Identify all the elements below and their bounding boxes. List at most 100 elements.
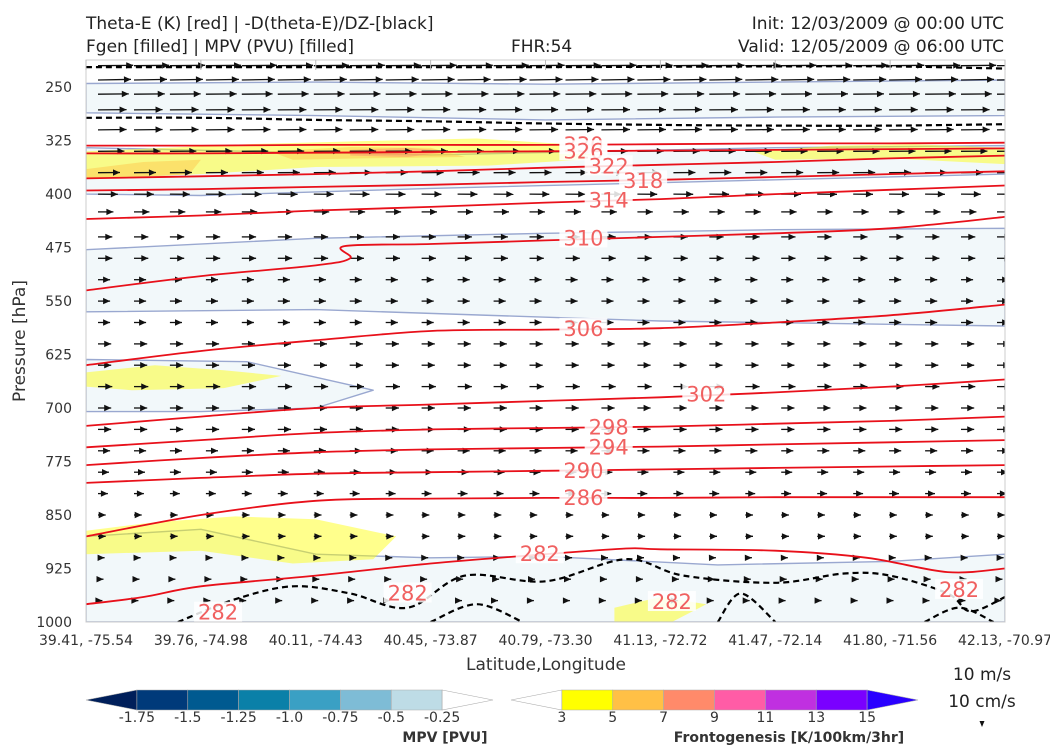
wind-vector-head <box>168 576 176 583</box>
wind-vector-head <box>694 106 702 113</box>
wind-vector-head <box>1025 62 1032 68</box>
wind-vector-head <box>853 533 861 540</box>
theta-e-label-bg <box>559 459 608 480</box>
wind-vector-head <box>859 426 867 433</box>
y-axis-label: Pressure [hPa] <box>10 280 30 402</box>
wind-vector-head <box>132 576 140 583</box>
wind-vector-head <box>424 490 432 497</box>
wind-vector-head <box>348 576 356 583</box>
wind-vector-head <box>318 319 326 326</box>
wind-vector-head <box>123 76 131 83</box>
theta-e-label-bg <box>515 543 564 564</box>
wind-vector-head <box>213 383 221 390</box>
wind-vector-head <box>299 126 307 133</box>
wind-vector-head <box>447 76 455 83</box>
theta-e-label: 282 <box>198 601 238 625</box>
wind-vector-head <box>457 554 465 561</box>
wind-vector-head <box>888 554 896 561</box>
y-tick-label: 775 <box>45 455 72 471</box>
y-tick-label: 400 <box>45 187 72 203</box>
vector-legend-arrow <box>979 721 985 727</box>
wind-vector-head <box>303 76 311 83</box>
wind-vector-head <box>823 426 831 433</box>
wind-vector-head <box>634 597 642 604</box>
wind-vector-head <box>715 362 723 369</box>
wind-vector-head <box>966 319 974 326</box>
theta-e-label-bg <box>584 436 633 457</box>
wind-vector-head <box>824 233 832 241</box>
wind-vector-head <box>113 169 120 176</box>
wind-vector-head <box>823 404 831 412</box>
wind-vector-head <box>542 191 550 198</box>
wind-vector-head <box>987 76 994 83</box>
wind-vector-head <box>254 191 262 198</box>
wind-vector-head <box>515 126 523 133</box>
wind-vector-head <box>458 533 466 540</box>
colorbar-swatch <box>187 689 239 711</box>
theta-e-contour-318 <box>86 170 1005 192</box>
wind-vector-head <box>178 208 186 216</box>
colorbar-tick-label: 9 <box>710 710 719 726</box>
colorbar-swatch <box>714 689 766 711</box>
wind-vector-head <box>355 362 363 369</box>
wind-vector-head <box>407 126 415 133</box>
wind-vector-head <box>643 426 651 433</box>
wind-vector-head <box>699 76 707 83</box>
wind-vector-head <box>321 255 329 262</box>
wind-vector-head <box>427 340 435 348</box>
theta-e-contour-layer <box>86 141 1005 606</box>
wind-vector-head <box>357 233 364 241</box>
wind-vector-head <box>466 208 473 216</box>
wind-vector-head <box>925 511 933 519</box>
wind-vector-head <box>140 404 148 412</box>
wind-vector-head <box>752 255 760 262</box>
wind-vector-head <box>246 447 254 454</box>
frontogenesis-fill-region <box>86 138 603 179</box>
wind-vector-head <box>743 576 751 583</box>
wind-vector-head <box>133 554 141 561</box>
wind-vector-head <box>894 297 902 305</box>
wind-vector-head <box>104 340 112 348</box>
wind-vector-head <box>784 490 792 497</box>
wind-vector-head <box>752 383 760 390</box>
colorbar-swatch <box>238 689 290 711</box>
wind-vector-head <box>805 90 812 98</box>
wind-vector-head <box>175 319 182 326</box>
wind-vector-head <box>643 340 651 348</box>
wind-vector-head <box>355 340 363 348</box>
wind-vector-head <box>679 362 687 369</box>
wind-vector-head <box>932 255 940 262</box>
theta-e-label-bg <box>383 582 432 603</box>
wind-vector-head <box>931 340 939 348</box>
wind-vector-head <box>838 106 846 113</box>
wind-vector-head <box>146 191 154 198</box>
wind-vector-head <box>320 362 327 369</box>
wind-vector-head <box>929 469 937 476</box>
wind-vector-head <box>249 383 257 390</box>
wind-vector-head <box>688 169 696 176</box>
wind-vector-head <box>170 533 178 540</box>
frontogenesis-colorbar-title: Frontogenesis [K/100km/3hr] <box>674 730 904 746</box>
wind-vector-head <box>354 276 362 283</box>
wind-vector-head <box>853 511 861 519</box>
theta-e-label-bg <box>584 189 633 210</box>
wind-vector-head <box>865 191 873 198</box>
colorbar-tick-label: 15 <box>858 710 876 726</box>
wind-vector-head <box>220 169 228 176</box>
wind-vector-head <box>640 490 648 497</box>
wind-vector-head <box>177 255 185 262</box>
frontogenesis-fill-region <box>86 516 397 564</box>
wind-vector-head <box>589 90 597 98</box>
wind-vector-head <box>766 126 774 133</box>
colorbar-tick-label: 7 <box>659 710 668 726</box>
stability-contour-line <box>177 558 1005 622</box>
wind-vector-head <box>248 404 255 412</box>
wind-vector-head <box>716 255 724 262</box>
wind-vector-head <box>910 126 918 133</box>
wind-vector-head <box>282 447 290 454</box>
x-tick-label: 42.13, -70.97 <box>958 633 1050 649</box>
wind-vector-head <box>498 319 506 326</box>
colorbar-swatch <box>136 689 189 711</box>
wind-vector-head <box>104 404 112 412</box>
